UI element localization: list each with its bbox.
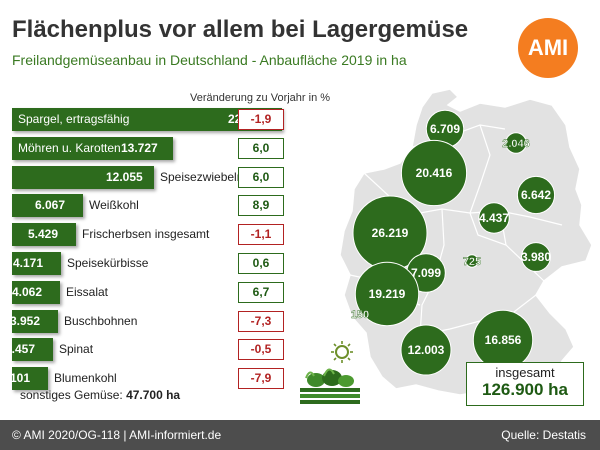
- change-value-box: 0,6: [238, 253, 284, 274]
- bar-value-label: 3.457: [5, 342, 36, 356]
- change-value-box: -0,5: [238, 339, 284, 360]
- bar: [12, 223, 76, 246]
- bar-category-label: Buschbohnen: [64, 314, 138, 328]
- region-value-label: 4.437: [479, 211, 509, 225]
- total-value: 126.900 ha: [481, 380, 568, 399]
- bar-category-label: Speisekürbisse: [67, 256, 149, 270]
- region-value-label: 150: [351, 309, 369, 321]
- change-value-box: 6,0: [238, 167, 284, 188]
- change-value-box: -7,9: [238, 368, 284, 389]
- bar-value-label: 13.727: [121, 141, 158, 155]
- field-rows-icon: [300, 388, 360, 404]
- bar-value-label: 5.429: [28, 227, 59, 241]
- bar: [12, 252, 61, 275]
- bar-category-label: Spinat: [59, 342, 94, 356]
- bar-category-label: Spargel, ertragsfähig: [18, 112, 130, 126]
- germany-map: 6.7094462.04620.4166.6424.43726.2197.099…: [339, 88, 593, 396]
- region-value-label: 3.980: [521, 250, 551, 264]
- footer-source: Quelle: Destatis: [501, 428, 586, 442]
- bar-value-label: 4.171: [13, 256, 44, 270]
- bar-category-label: Möhren u. Karotten: [18, 141, 121, 155]
- ami-logo: AMI: [518, 18, 578, 78]
- chart-subtitle: Freilandgemüseanbau in Deutschland - Anb…: [12, 52, 407, 68]
- other-label: sonstiges Gemüse:: [20, 388, 123, 402]
- region-value-label: 7.099: [411, 266, 441, 280]
- bar-value-label: 3.101: [0, 371, 31, 385]
- sun-icon: [331, 341, 353, 363]
- bar: [12, 194, 83, 217]
- change-value-box: -1,9: [238, 109, 284, 130]
- region-value-label: 725: [463, 256, 481, 268]
- region-bubble: [521, 242, 551, 272]
- region-bubble: [505, 132, 527, 154]
- bar: [12, 137, 173, 160]
- region-bubble: [516, 175, 556, 215]
- region-value-label: 6.709: [430, 122, 460, 136]
- bar: [12, 166, 154, 189]
- region-value-label: 16.856: [485, 333, 522, 347]
- region-bubbles: 6.7094462.04620.4166.6424.43726.2197.099…: [351, 109, 556, 376]
- region-value-label: 2.046: [502, 138, 530, 150]
- chart-title: Flächenplus vor allem bei Lagergemüse: [12, 16, 469, 43]
- region-value-label: 20.416: [416, 166, 453, 180]
- region-value-label: 12.003: [408, 343, 445, 357]
- other-vegetables: sonstiges Gemüse: 47.700 ha: [20, 388, 180, 402]
- bar-value-label: 4.062: [12, 285, 43, 299]
- vegetable-field-icon: [300, 341, 360, 404]
- region-bubble: [400, 324, 452, 376]
- bar: [12, 310, 58, 333]
- bar-category-label: Speisezwiebeln: [160, 170, 244, 184]
- bar: [12, 338, 53, 361]
- bar-category-label: Eissalat: [66, 285, 109, 299]
- bar: [12, 108, 282, 131]
- change-value-box: -7,3: [238, 311, 284, 332]
- other-value: 47.700 ha: [126, 388, 181, 402]
- footer-copyright: © AMI 2020/OG-118 | AMI-informiert.de: [12, 428, 222, 442]
- region-bubble: [478, 202, 510, 234]
- region-bubble: [465, 254, 479, 268]
- bar-value-label: 12.055: [106, 170, 143, 184]
- footer: © AMI 2020/OG-118 | AMI-informiert.de Qu…: [0, 420, 600, 450]
- bar-value-label: 6.067: [35, 198, 66, 212]
- total-label: insgesamt: [495, 365, 555, 380]
- change-header: Veränderung zu Vorjahr in %: [190, 92, 331, 104]
- change-value-box: 8,9: [238, 195, 284, 216]
- change-value-box: 6,7: [238, 282, 284, 303]
- change-value-box: -1,1: [238, 224, 284, 245]
- bar-category-label: Weißkohl: [89, 198, 139, 212]
- region-value-label: 6.642: [521, 188, 551, 202]
- region-value-label: 26.219: [372, 226, 409, 240]
- bar-category-label: Blumenkohl: [54, 371, 117, 385]
- bar-value-label: 3.952: [10, 314, 41, 328]
- bar: [12, 281, 60, 304]
- total-box: insgesamt 126.900 ha: [466, 362, 584, 406]
- bar-category-label: Frischerbsen insgesamt: [82, 227, 210, 241]
- bar: [12, 367, 48, 390]
- region-bubble: [400, 139, 468, 207]
- lettuce-icon: [305, 368, 354, 387]
- change-value-box: 6,0: [238, 138, 284, 159]
- region-bubble: [354, 261, 420, 327]
- region-value-label: 19.219: [369, 287, 406, 301]
